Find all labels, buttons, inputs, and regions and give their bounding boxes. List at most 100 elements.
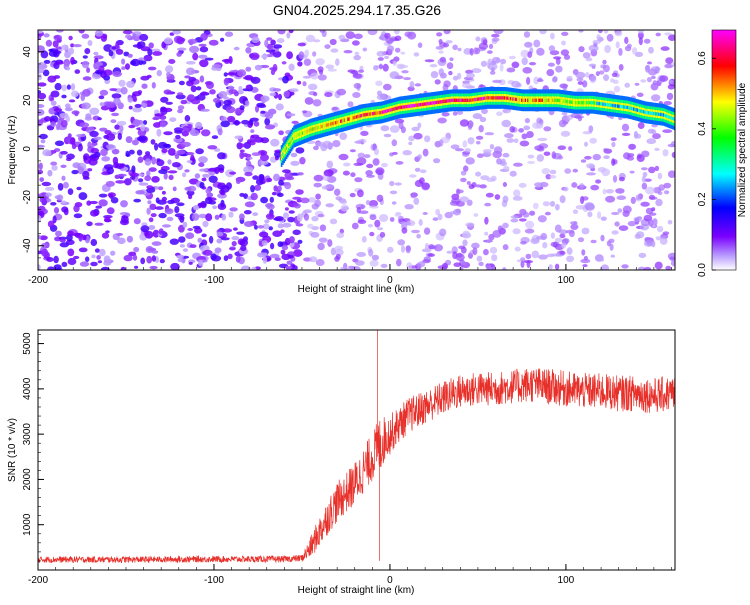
spectrogram-cell <box>582 264 588 268</box>
spectrogram-ridge-cell <box>519 98 522 102</box>
spectrogram-cell <box>461 261 467 266</box>
spectrogram-cell <box>295 189 304 195</box>
spectrogram-cell <box>537 137 548 142</box>
spectrogram-cell <box>125 63 130 70</box>
spectrogram-cell <box>68 35 73 41</box>
spectrogram-cell <box>532 122 541 129</box>
spectrogram-cell <box>532 202 539 210</box>
spectrogram-cell <box>572 168 579 173</box>
spectrogram-cell <box>133 218 141 225</box>
spectrogram-cell <box>509 126 516 133</box>
spectrogram-cell <box>70 83 76 91</box>
spectrogram-ridge-cell <box>558 98 560 103</box>
spectrogram-cell <box>481 108 488 115</box>
spectrogram-cell <box>288 30 294 34</box>
spectrogram-ridge-cell <box>566 99 569 104</box>
spectrogram-cell <box>660 46 670 51</box>
spectrogram-ridge-cell <box>548 98 550 102</box>
spectrogram-cell <box>164 143 172 149</box>
spectrogram-cell <box>60 119 68 128</box>
spectrogram-ridge-cell <box>463 98 465 102</box>
spectrogram-cell <box>244 201 255 208</box>
spectrogram-cell <box>511 61 520 69</box>
spectrogram-cell <box>640 79 647 83</box>
spectrogram-cell <box>264 219 270 224</box>
spectrogram-ridge-cell <box>666 114 668 118</box>
spectrogram-cell <box>128 124 136 129</box>
spectrogram-ridge-cell <box>363 113 365 117</box>
spectrogram-cell <box>634 51 644 58</box>
spectrogram-cell <box>428 244 435 250</box>
spectrogram-cell <box>140 123 146 132</box>
spectrogram-cell <box>312 99 322 107</box>
spectrogram-ridge-cell <box>610 103 613 107</box>
spectrogram-cell <box>63 208 69 216</box>
spectrogram-cell <box>354 51 360 56</box>
spectrogram-cell <box>536 154 544 162</box>
spectrogram-cell <box>265 213 275 220</box>
spectrogram-cell <box>424 135 431 143</box>
spectrogram-cell <box>258 159 269 166</box>
spectrogram-cell <box>38 215 42 223</box>
spectrogram-cell <box>73 232 81 237</box>
spectrogram-cell <box>85 113 92 119</box>
spectrogram-ridge-cell <box>534 98 537 102</box>
figure-title: GN04.2025.294.17.35.G26 <box>273 2 441 18</box>
spectrogram-cell <box>161 196 167 202</box>
spectrogram-cell <box>65 103 71 109</box>
spectrogram-cell <box>384 55 390 59</box>
spectrogram-cell <box>71 169 79 175</box>
spectrogram-cell <box>409 174 417 178</box>
spectrogram-cell <box>61 175 66 181</box>
spectrogram-cell <box>338 34 346 41</box>
spectrogram-cell <box>179 244 186 248</box>
spectrogram-cell <box>265 111 274 120</box>
spectrogram-cell <box>336 232 345 239</box>
spectrogram-cell <box>351 266 361 270</box>
spectrogram-cell <box>588 125 594 133</box>
spectrogram-cell <box>406 262 413 270</box>
spectrogram-cell <box>529 210 536 216</box>
spectrogram-cell <box>437 117 447 124</box>
spectrogram-cell <box>471 242 480 249</box>
spectrogram-cell <box>663 182 672 189</box>
spectrogram-ridge-cell <box>374 111 376 115</box>
spectrogram-ridge-cell <box>538 98 540 102</box>
spectrogram-cell <box>223 255 229 262</box>
spectrogram-cell <box>71 110 80 115</box>
spectrogram-ridge-cell <box>421 102 423 107</box>
spectrogram-cell <box>401 70 409 74</box>
spectrogram-cell <box>278 93 282 101</box>
spectrogram-ridge-cell <box>389 108 391 112</box>
spectrogram-cell <box>527 154 535 159</box>
spectrogram-ridge-cell <box>508 96 511 101</box>
spectrogram-cell <box>197 237 203 243</box>
spectrogram-ridge-cell <box>370 112 373 116</box>
spectrogram-ridge-cell <box>659 112 661 116</box>
spectrogram-cell <box>195 148 204 155</box>
spectrogram-ridge-cell <box>404 105 406 109</box>
spectrogram-cell <box>327 68 337 72</box>
spectrogram-cell <box>202 249 213 256</box>
spectrogram-cell <box>208 39 219 46</box>
spectrogram-cell <box>536 235 546 240</box>
spectrogram-cell <box>122 30 133 35</box>
spectrogram-ridge-cell <box>402 105 405 109</box>
spectrogram-cell <box>41 242 49 248</box>
spectrogram-cell <box>339 200 348 205</box>
spectrogram-cell <box>126 235 133 243</box>
spectrogram-ridge-cell <box>607 103 609 107</box>
spectrogram-cell <box>524 41 533 48</box>
spectrogram-cell <box>379 214 389 222</box>
spectrogram-cell <box>220 120 230 128</box>
spectrogram-cell <box>138 178 144 183</box>
spectrogram-ridge-cell <box>384 109 386 114</box>
spectrogram-cell <box>355 260 365 266</box>
spectrogram-ridge-cell <box>479 97 481 101</box>
spectrogram-cell <box>506 67 516 73</box>
spectrogram-ridge-cell <box>442 99 444 104</box>
spectrogram-ridge-cell <box>282 152 284 156</box>
spectrogram-cell <box>127 97 134 103</box>
spectrogram-cell <box>163 107 173 113</box>
